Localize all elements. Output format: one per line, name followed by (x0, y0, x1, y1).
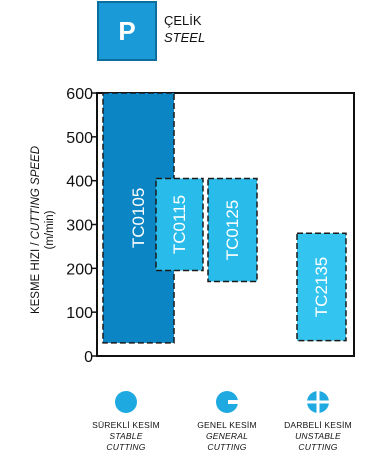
legend-stable-tr: SÜREKLİ KESİM (92, 420, 160, 430)
legend-unstable: DARBELİ KESİM UNSTABLE CUTTING (258, 390, 377, 453)
bar-label-tc0125: TC0125 (223, 200, 242, 260)
y-tick-label: 500 (66, 130, 93, 147)
legend-unstable-en1: UNSTABLE (295, 431, 341, 441)
notched-circle-icon (216, 391, 239, 413)
legend-stable: SÜREKLİ KESİM STABLE CUTTING (66, 390, 186, 453)
legend-stable-en2: CUTTING (106, 442, 146, 452)
bar-tc0125 (207, 177, 258, 283)
legend-unstable-en2: CUTTING (298, 442, 338, 452)
y-tick-label: 0 (84, 349, 93, 366)
material-name: ÇELİK STEEL (164, 12, 205, 46)
bar-label-tc2135: TC2135 (312, 257, 331, 317)
y-tick-label: 300 (66, 218, 93, 235)
material-badge: P (97, 1, 157, 61)
material-name-en: STEEL (164, 30, 206, 45)
legend-general-en2: CUTTING (207, 442, 247, 452)
legend-unstable-tr: DARBELİ KESİM (284, 420, 352, 430)
legend-general-en1: GENERAL (205, 431, 249, 441)
y-tick-label: 400 (66, 174, 93, 191)
y-tick-label: 100 (66, 305, 93, 322)
bar-label-tc0115: TC0115 (170, 195, 189, 254)
material-code: P (118, 15, 136, 46)
legend-general: GENEL KESİM GENERAL CUTTING (167, 390, 287, 453)
full-circle-icon (115, 391, 137, 413)
bar-label-tc0105: TC0105 (129, 188, 148, 248)
cutting-speed-chart: 0 100 200 300 400 500 600 TC0105 TC0115 TC0125 TC2… (66, 86, 355, 366)
y-tick-label: 600 (66, 86, 93, 103)
legend-stable-en1: STABLE (109, 431, 143, 441)
bar-tc2135 (296, 232, 347, 342)
bar-tc0115 (155, 177, 204, 272)
legend-general-tr: GENEL KESİM (197, 420, 257, 430)
cross-cut-circle-icon (306, 390, 330, 414)
y-tick-label: 200 (66, 261, 93, 278)
material-name-tr: ÇELİK (164, 13, 202, 28)
